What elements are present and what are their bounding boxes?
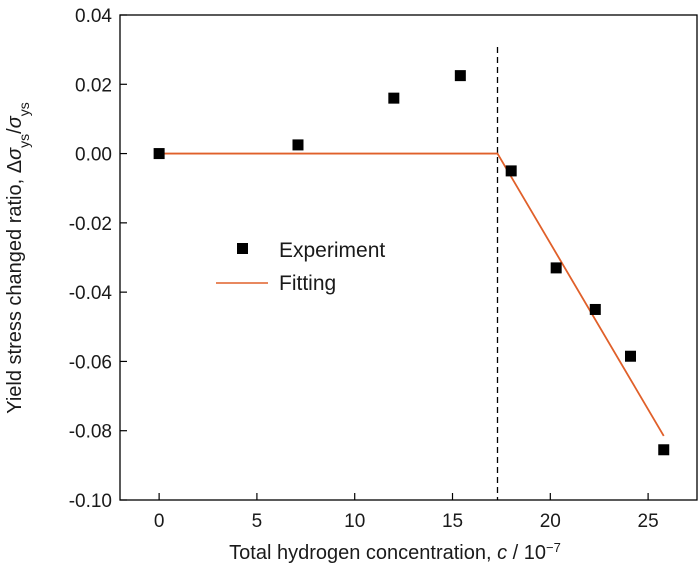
x-tick-label: 15: [442, 511, 463, 532]
y-tick-label: -0.06: [69, 352, 112, 373]
fitting-line: [159, 152, 665, 437]
series-layer: [153, 70, 670, 456]
y-tick-label: 0.00: [75, 145, 112, 166]
experiment-point: [550, 262, 562, 274]
experiment-point: [505, 165, 517, 177]
experiment-point: [624, 350, 636, 362]
x-tick-label: 20: [540, 511, 561, 532]
legend-label-fitting: Fitting: [279, 272, 336, 295]
x-tick-label: 5: [252, 511, 263, 532]
experiment-point: [292, 139, 304, 151]
y-tick-label: -0.10: [69, 491, 112, 512]
y-tick-label: -0.02: [69, 214, 112, 235]
x-tick-label: 0: [154, 511, 165, 532]
x-tick-label: 10: [344, 511, 365, 532]
legend: Experiment Fitting: [216, 239, 385, 295]
legend-marker-experiment: [237, 243, 248, 254]
legend-label-experiment: Experiment: [279, 239, 385, 262]
experiment-point: [589, 303, 601, 315]
y-axis-title: Yield stress changed ratio, Δσys/σys: [4, 102, 32, 414]
x-axis-title: Total hydrogen concentration, c / 10−7: [229, 540, 561, 565]
y-axis: 0.04 0.02 0.00 -0.02 -0.04 -0.06 -0.08 -0.10: [69, 6, 127, 512]
x-tick-label: 25: [638, 511, 659, 532]
plot-area: [119, 14, 698, 501]
experiment-point: [454, 70, 466, 82]
experiment-point: [388, 92, 400, 104]
experiment-point: [153, 148, 165, 160]
plot-frame: [119, 14, 698, 501]
y-tick-label: 0.04: [75, 6, 112, 27]
y-tick-label: -0.04: [69, 283, 113, 304]
y-tick-label: -0.08: [69, 422, 112, 443]
y-tick-label: 0.02: [75, 75, 112, 96]
experiment-point: [658, 444, 670, 456]
x-axis: 0 5 10 15 20 25: [154, 493, 659, 532]
